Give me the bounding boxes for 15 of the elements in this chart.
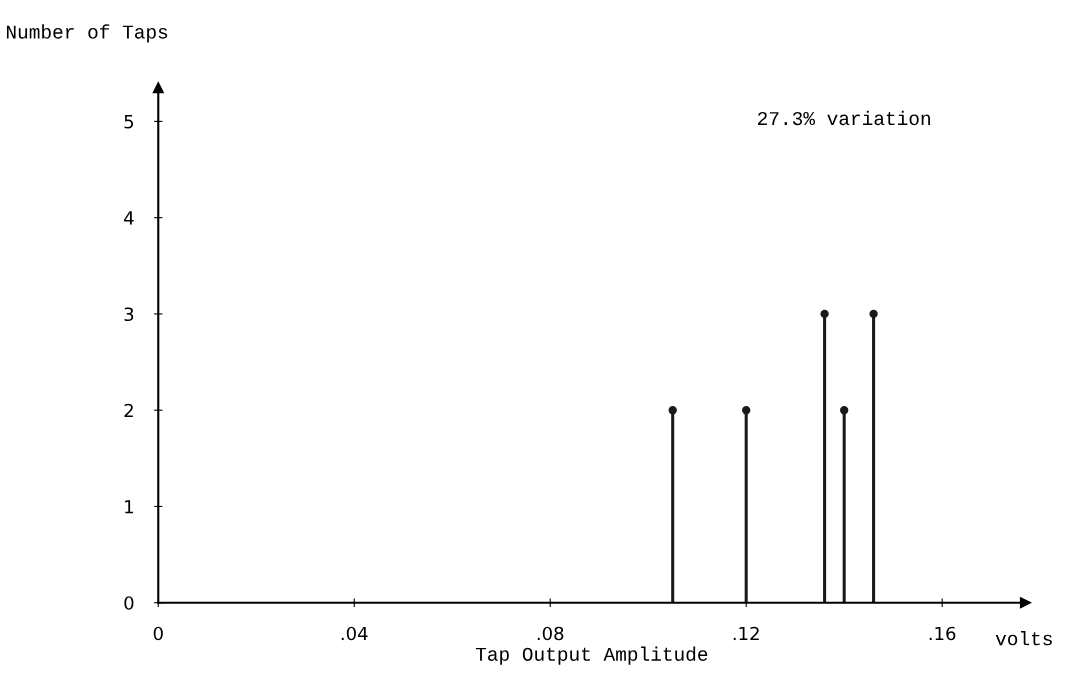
x-tick-label: 0 xyxy=(153,626,163,641)
x-tick-label: .04 xyxy=(341,626,368,641)
y-tick-label: 3 xyxy=(124,307,134,322)
annotation: 27.3% variation xyxy=(758,110,930,126)
y-tick-label: 0 xyxy=(124,596,134,610)
y-axis-title: Number of Taps xyxy=(6,24,168,43)
y-tick-label: 5 xyxy=(124,115,134,129)
x-axis-title: Tap Output Amplitude xyxy=(475,646,708,665)
text: volts xyxy=(995,631,1052,646)
y-tick-label: 4 xyxy=(124,211,134,225)
y-tick-label: 2 xyxy=(124,403,133,418)
x-tick-label: .08 xyxy=(537,626,564,641)
x-tick-label: .12 xyxy=(733,626,759,641)
y-tick-label: 1 xyxy=(125,500,133,514)
x-tick-label: .16 xyxy=(929,626,956,641)
